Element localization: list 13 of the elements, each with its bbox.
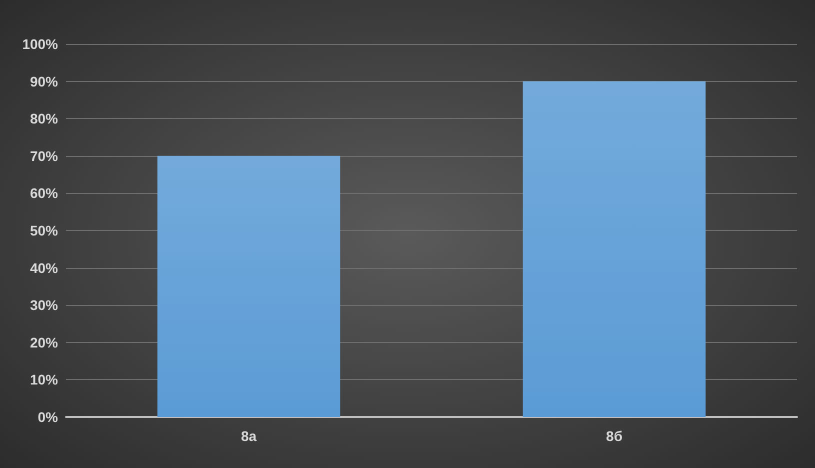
y-tick-label: 40% [30,260,59,276]
y-tick-label: 60% [30,185,59,202]
y-tick-label: 90% [30,73,59,90]
y-tick-label: 0% [38,409,59,425]
y-tick-label: 70% [30,148,59,164]
x-tick-label: 8а [240,428,257,444]
y-tick-label: 50% [30,222,59,238]
y-tick-label: 10% [30,372,59,388]
y-tick-label: 30% [30,297,59,314]
y-tick-label: 80% [30,110,59,127]
y-tick-label: 20% [30,334,59,350]
x-tick-label: 8б [606,428,623,444]
y-tick-label: 100% [22,36,59,52]
